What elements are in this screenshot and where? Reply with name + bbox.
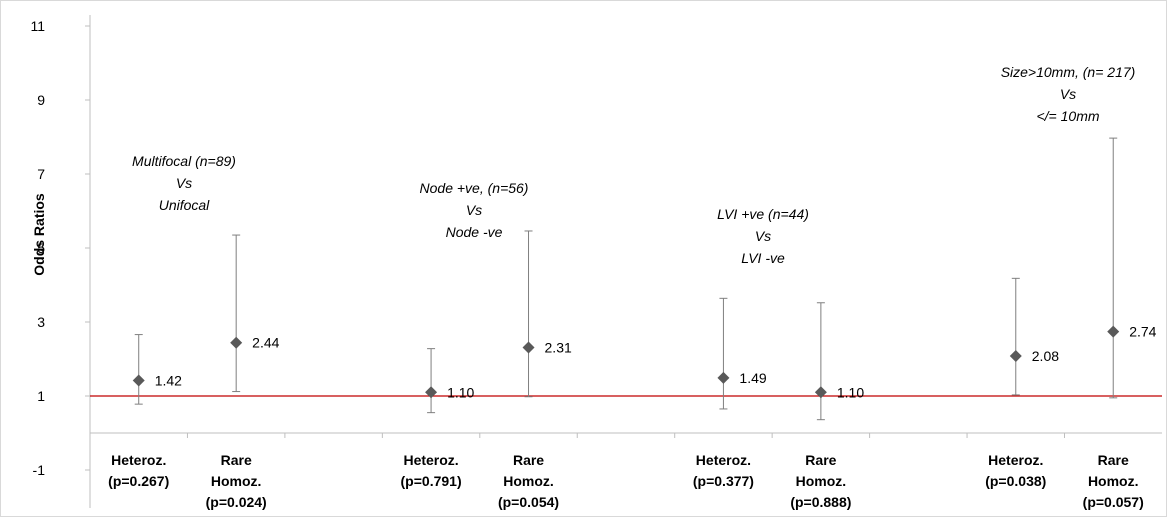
category-label: (p=0.267) xyxy=(108,473,169,489)
group-annotation: LVI -ve xyxy=(741,250,785,266)
data-label: 1.49 xyxy=(739,370,766,386)
group-annotation: Multifocal (n=89) xyxy=(132,153,236,169)
category-label: Heteroz. xyxy=(988,452,1043,468)
odds-ratio-marker xyxy=(132,374,145,387)
group-annotation: Size>10mm, (n= 217) xyxy=(1001,64,1136,80)
group-annotation: Unifocal xyxy=(159,197,210,213)
category-label: Heteroz. xyxy=(696,452,751,468)
odds-ratio-marker xyxy=(1107,325,1120,338)
odds-ratio-marker xyxy=(522,341,535,354)
data-label: 1.10 xyxy=(837,384,864,400)
category-label: Homoz. xyxy=(1088,473,1139,489)
group-annotation: Node +ve, (n=56) xyxy=(420,180,529,196)
y-tick-label: -1 xyxy=(33,462,46,478)
category-label: Rare xyxy=(1098,452,1129,468)
category-label: Homoz. xyxy=(503,473,554,489)
odds-ratio-marker xyxy=(717,371,730,384)
group-annotation: </= 10mm xyxy=(1036,108,1099,124)
y-tick-label: 11 xyxy=(30,18,45,34)
data-label: 1.42 xyxy=(155,372,182,388)
category-label: Rare xyxy=(221,452,252,468)
category-label: (p=0.888) xyxy=(790,494,851,510)
odds-ratio-marker xyxy=(1009,350,1022,363)
group-annotation: Node -ve xyxy=(446,224,503,240)
category-label: (p=0.024) xyxy=(206,494,267,510)
data-label: 2.08 xyxy=(1032,348,1059,364)
category-label: (p=0.038) xyxy=(985,473,1046,489)
group-annotation: LVI +ve (n=44) xyxy=(717,206,809,222)
category-label: (p=0.791) xyxy=(401,473,462,489)
category-label: (p=0.057) xyxy=(1083,494,1144,510)
category-label: Heteroz. xyxy=(403,452,458,468)
odds-ratio-marker xyxy=(814,386,827,399)
category-label: Rare xyxy=(513,452,544,468)
group-annotation: Vs xyxy=(176,175,192,191)
y-tick-label: 3 xyxy=(37,314,45,330)
category-label: Homoz. xyxy=(796,473,847,489)
data-label: 2.31 xyxy=(545,340,572,356)
y-tick-label: 9 xyxy=(37,92,45,108)
odds-ratio-marker xyxy=(230,336,243,349)
group-annotation: Vs xyxy=(1060,86,1076,102)
data-label: 2.74 xyxy=(1129,324,1156,340)
y-tick-label: 1 xyxy=(37,388,45,404)
group-annotation: Vs xyxy=(755,228,771,244)
y-axis-title: Odds Ratios xyxy=(31,193,47,276)
data-label: 2.44 xyxy=(252,335,279,351)
group-annotation: Vs xyxy=(466,202,482,218)
odds-ratio-marker xyxy=(425,386,438,399)
data-label: 1.10 xyxy=(447,384,474,400)
y-tick-label: 7 xyxy=(37,166,45,182)
category-label: Homoz. xyxy=(211,473,262,489)
category-label: Heteroz. xyxy=(111,452,166,468)
y-tick-label: 5 xyxy=(37,240,45,256)
category-label: (p=0.377) xyxy=(693,473,754,489)
category-label: (p=0.054) xyxy=(498,494,559,510)
category-label: Rare xyxy=(805,452,836,468)
